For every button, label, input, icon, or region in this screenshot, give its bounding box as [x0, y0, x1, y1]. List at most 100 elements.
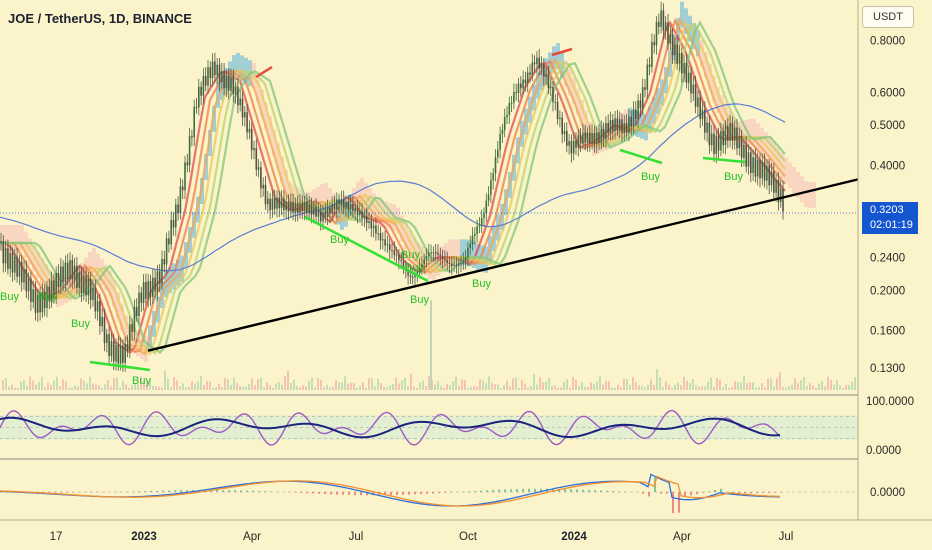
cloud-segment [404, 223, 408, 250]
volume-bar [239, 385, 241, 390]
candle-body [264, 184, 267, 205]
candle-body [375, 225, 377, 234]
candle-body [554, 101, 557, 103]
price-axis-label: 0.2000 [870, 285, 905, 297]
macd-histogram-bar [444, 492, 446, 493]
macd-histogram-bar [168, 490, 170, 492]
candle-body [43, 291, 46, 308]
volume-bar [722, 387, 724, 390]
volume-bar [374, 386, 376, 390]
volume-bar [305, 386, 307, 390]
candle-body [181, 186, 184, 191]
oscillator-slow-line [0, 416, 781, 439]
candle-body [625, 123, 628, 133]
volume-bar [500, 387, 502, 390]
candle-body [209, 67, 212, 78]
candle-body [23, 268, 25, 283]
macd-histogram-bar [318, 492, 320, 494]
candle-body [637, 100, 639, 120]
volume-bar [56, 376, 58, 390]
candle-body [460, 263, 462, 265]
volume-bar [710, 377, 712, 390]
candle-body [729, 123, 731, 141]
candle-body [455, 264, 458, 266]
candle-body [503, 117, 506, 131]
volume-bar [521, 380, 523, 390]
macd-histogram-bar [750, 492, 752, 494]
price-axis-label: 0.6000 [870, 87, 905, 99]
candle-body [485, 200, 488, 214]
volume-bar [482, 380, 484, 390]
cloud-segment [120, 303, 124, 330]
macd-histogram-bar [0, 492, 2, 493]
candle-body [430, 252, 432, 254]
macd-histogram-bar [342, 492, 344, 495]
macd-histogram-bar [228, 490, 230, 492]
candle-body [635, 109, 637, 120]
candle-body [368, 221, 370, 224]
volume-bar [200, 376, 202, 390]
volume-bar [605, 380, 607, 390]
candle-body [474, 233, 476, 236]
volume-bar [530, 385, 532, 390]
cloud-segment [288, 182, 292, 209]
currency-button[interactable]: USDT [862, 6, 914, 28]
volume-bar [422, 380, 424, 390]
volume-bar [191, 381, 193, 390]
volume-bar [425, 386, 427, 390]
volume-bar [227, 379, 229, 390]
candle-body [253, 147, 255, 151]
candle-body [322, 211, 324, 222]
candle-body [11, 252, 14, 273]
candle-body [409, 275, 412, 277]
volume-bar [467, 387, 469, 390]
time-axis-label: Oct [459, 531, 478, 543]
volume-bar [617, 384, 619, 390]
candle-body [326, 207, 329, 218]
volume-bar [209, 381, 211, 390]
volume-bar [488, 376, 490, 390]
macd-histogram-bar [552, 488, 554, 492]
volume-bar [11, 384, 13, 390]
volume-bar [626, 379, 628, 390]
volume-bar [524, 383, 526, 390]
candle-body [738, 135, 741, 149]
macd-histogram-bar [354, 492, 356, 496]
candle-body [106, 334, 108, 344]
volume-bar [368, 378, 370, 390]
volume-bar [491, 382, 493, 390]
volume-bar [677, 382, 679, 390]
cloud-segment [240, 55, 244, 82]
volume-bar [539, 376, 541, 390]
candle-body [572, 140, 575, 154]
macd-histogram-bar [150, 490, 152, 492]
volume-bar [101, 387, 103, 390]
cloud-segment [316, 186, 320, 213]
time-axis-label: 2024 [561, 531, 587, 543]
candle-body [699, 97, 701, 120]
candle-body [99, 301, 101, 327]
volume-bar [182, 383, 184, 390]
macd-histogram-bar [768, 492, 770, 493]
volume-bar [629, 385, 631, 390]
volume-bar [428, 376, 430, 390]
volume-bar [314, 387, 316, 390]
price-axis-label: 0.4000 [870, 160, 905, 172]
cloud-segment [424, 249, 428, 276]
candle-body [710, 133, 713, 146]
macd-histogram-bar [648, 492, 650, 497]
volume-bar [113, 378, 115, 390]
volume-bar [236, 383, 238, 390]
cloud-segment [268, 116, 272, 143]
volume-bar [308, 380, 310, 390]
candle-body [754, 157, 757, 177]
candle-body [595, 132, 598, 145]
volume-bar [659, 377, 661, 390]
price-axis-label: 0.5000 [870, 120, 905, 132]
candle-body [584, 132, 586, 143]
volume-bar [635, 382, 637, 390]
cloud-segment [684, 8, 688, 35]
volume-bar [848, 385, 850, 390]
volume-bar [23, 380, 25, 390]
